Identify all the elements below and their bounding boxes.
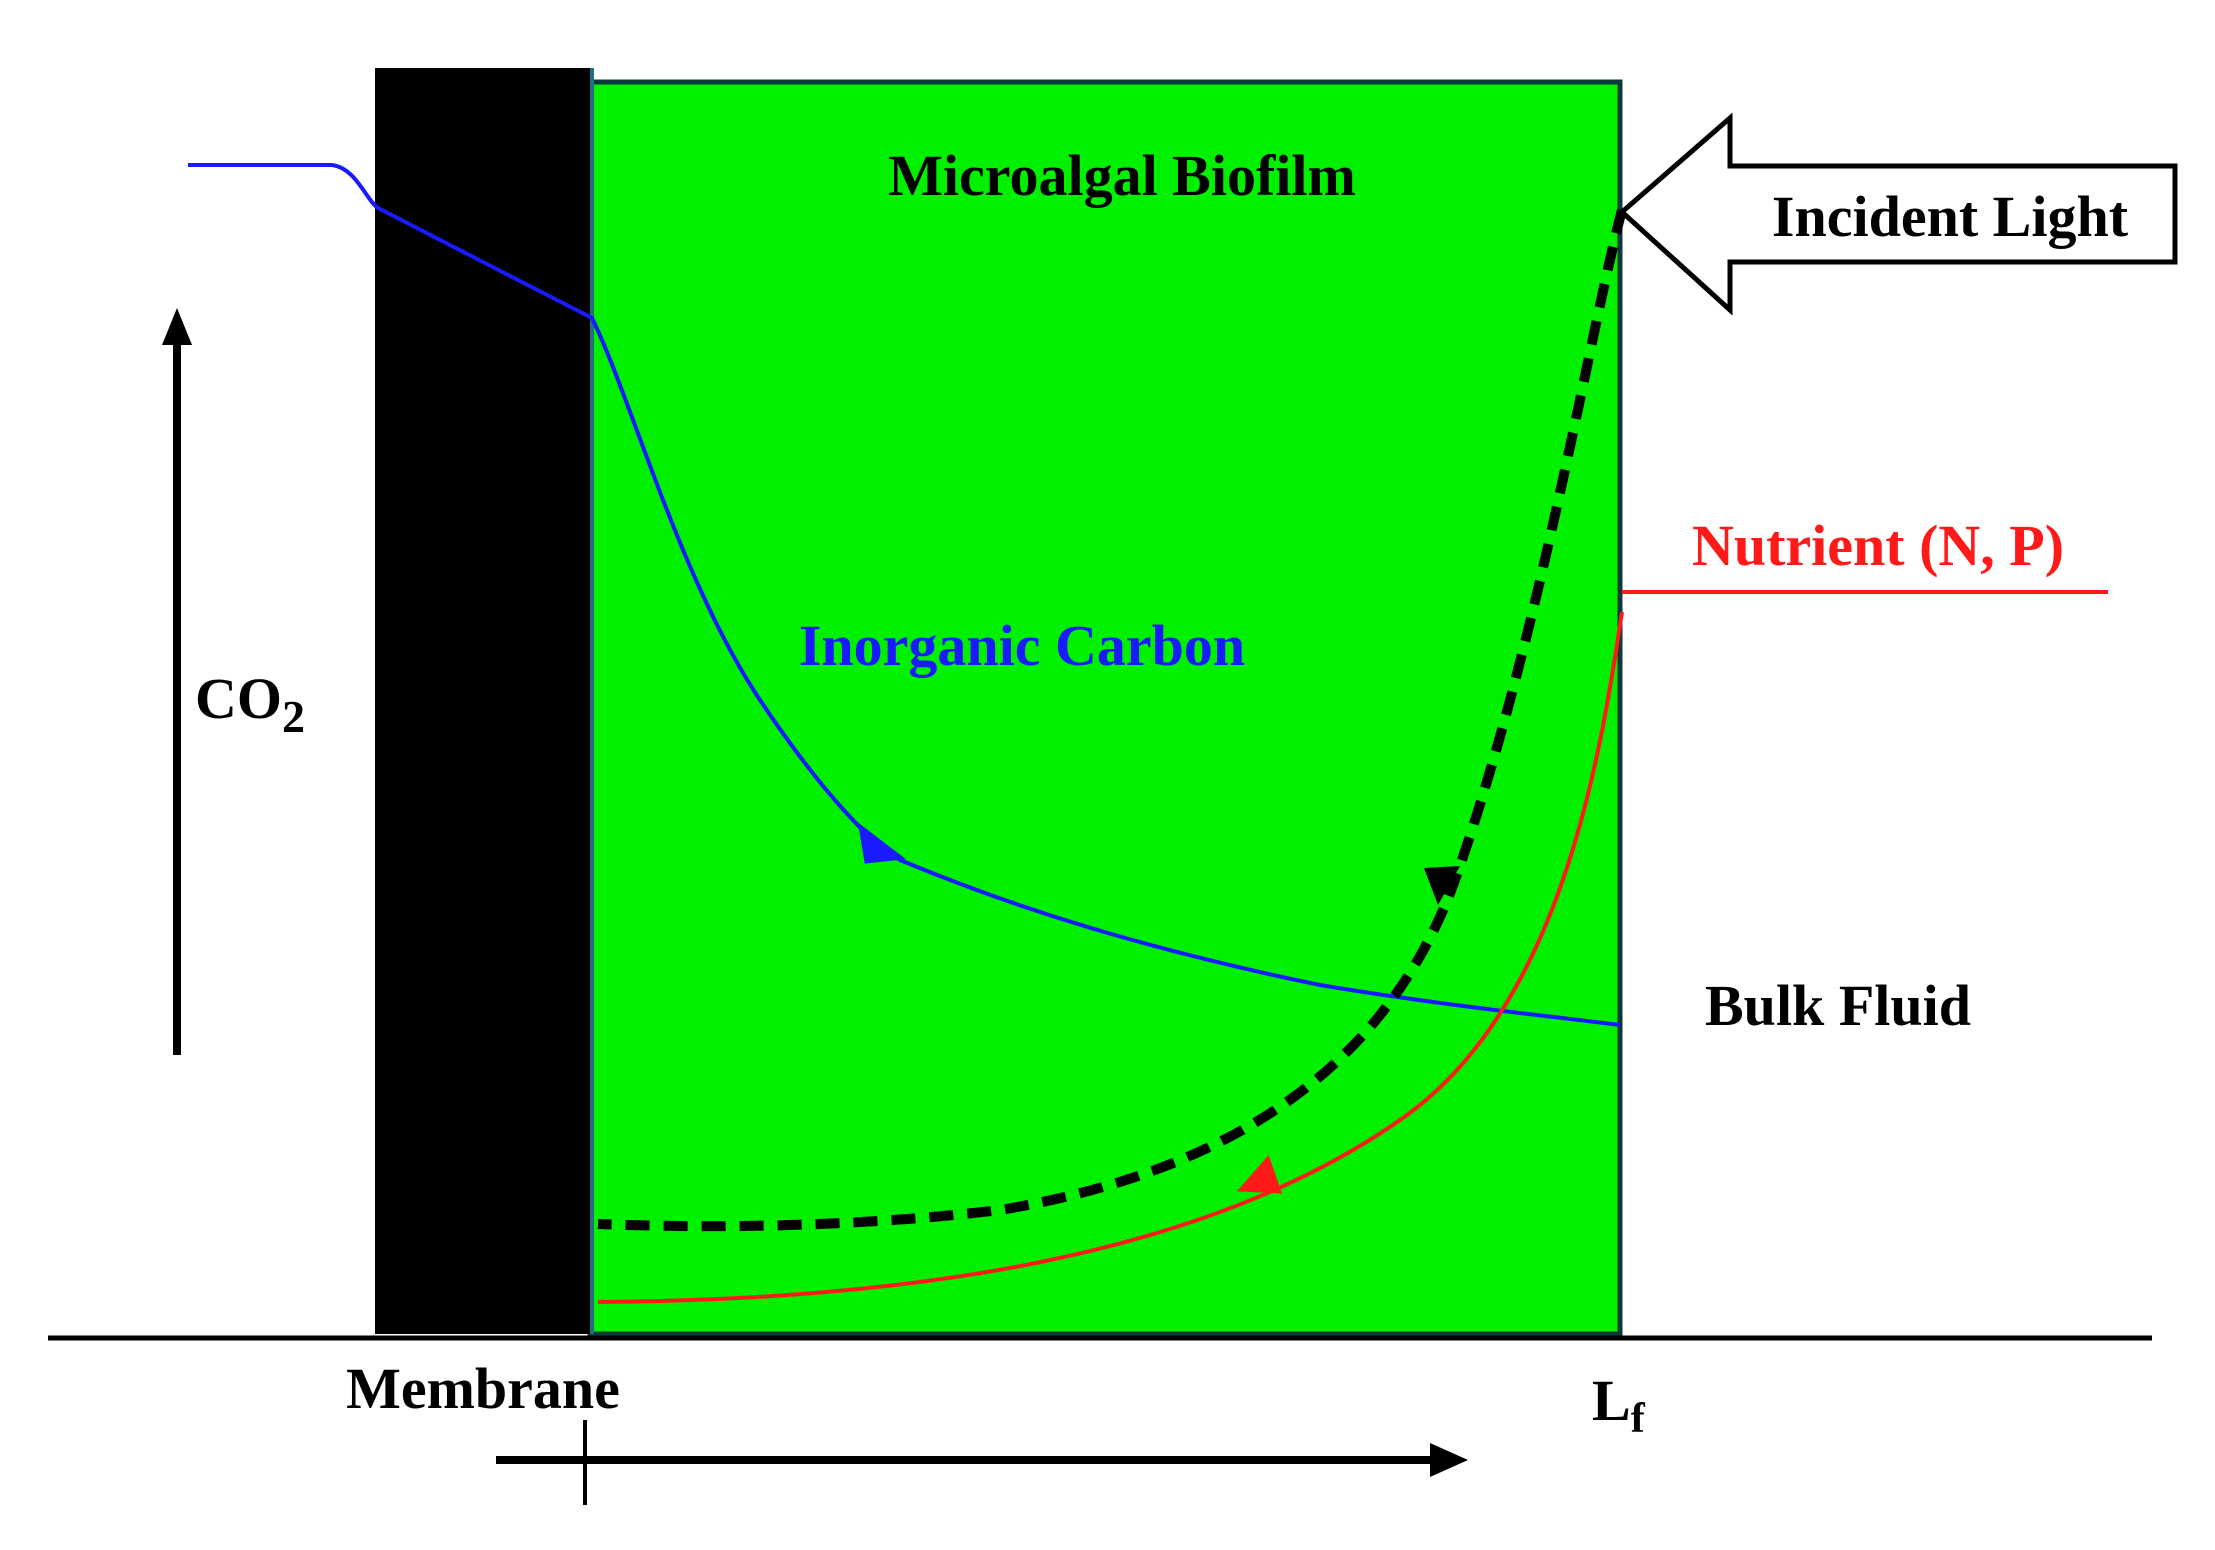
membrane-label: Membrane <box>346 1356 620 1421</box>
inorganic-carbon-label: Inorganic Carbon <box>799 613 1245 678</box>
nutrient-curve <box>597 611 1624 1304</box>
co2-label-base: CO <box>195 666 282 731</box>
co2-label-subscript: 2 <box>282 691 305 742</box>
lf-label-subscript: f <box>1631 1396 1646 1442</box>
bulk-fluid-label: Bulk Fluid <box>1705 973 1971 1038</box>
nutrient-label: Nutrient (N, P) <box>1692 513 2064 578</box>
membrane-block <box>375 68 590 1334</box>
nutrient-arrowhead <box>1236 1155 1283 1194</box>
lf-label-base: L <box>1592 1368 1631 1433</box>
incident-light-arrow <box>1618 112 2178 316</box>
inorganic-carbon-arrowhead <box>857 822 906 864</box>
co2-arrowhead <box>162 308 192 345</box>
incident-light-label: Incident Light <box>1772 184 2129 249</box>
depth-arrowhead <box>1430 1443 1468 1477</box>
biofilm-region <box>587 79 1623 1337</box>
co2-label: CO2 <box>195 666 305 742</box>
light-profile-arrowhead <box>1424 866 1460 905</box>
biofilm-label: Microalgal Biofilm <box>888 143 1356 208</box>
lf-label: Lf <box>1592 1368 1646 1442</box>
